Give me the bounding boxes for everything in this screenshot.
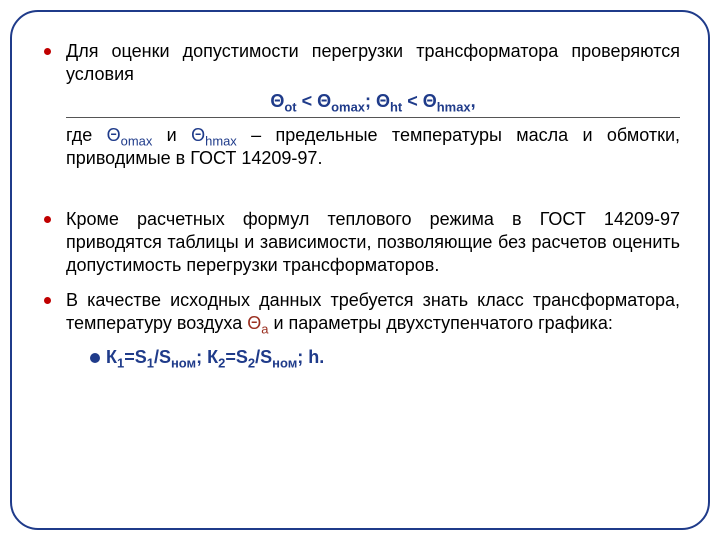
list-item: Для оценки допустимости перегрузки транс… bbox=[40, 40, 680, 170]
theta-hmax: Θhmax bbox=[191, 125, 237, 145]
list-item: Кроме расчетных формул теплового режима … bbox=[40, 208, 680, 277]
item1-lead: Для оценки допустимости перегрузки транс… bbox=[66, 41, 680, 84]
list-item: В качестве исходных данных требуется зна… bbox=[40, 289, 680, 335]
slide-frame: Для оценки допустимости перегрузки транс… bbox=[10, 10, 710, 530]
inequality-formula: Θot < Θomax; Θht < Θhmax, bbox=[66, 90, 680, 113]
spacer bbox=[40, 182, 680, 208]
dot-icon bbox=[90, 353, 100, 363]
bullet-list-2: Кроме расчетных формул теплового режима … bbox=[40, 208, 680, 335]
divider bbox=[66, 117, 680, 118]
item1-tail-a: где bbox=[66, 125, 107, 145]
theta-omax: Θomax bbox=[107, 125, 153, 145]
theta-a: Θа bbox=[247, 313, 268, 333]
bullet-list: Для оценки допустимости перегрузки транс… bbox=[40, 40, 680, 170]
item2-text: Кроме расчетных формул теплового режима … bbox=[66, 209, 680, 275]
k-formula-line: К1=S1/Sном; К2=S2/Sном; h. bbox=[90, 347, 680, 368]
